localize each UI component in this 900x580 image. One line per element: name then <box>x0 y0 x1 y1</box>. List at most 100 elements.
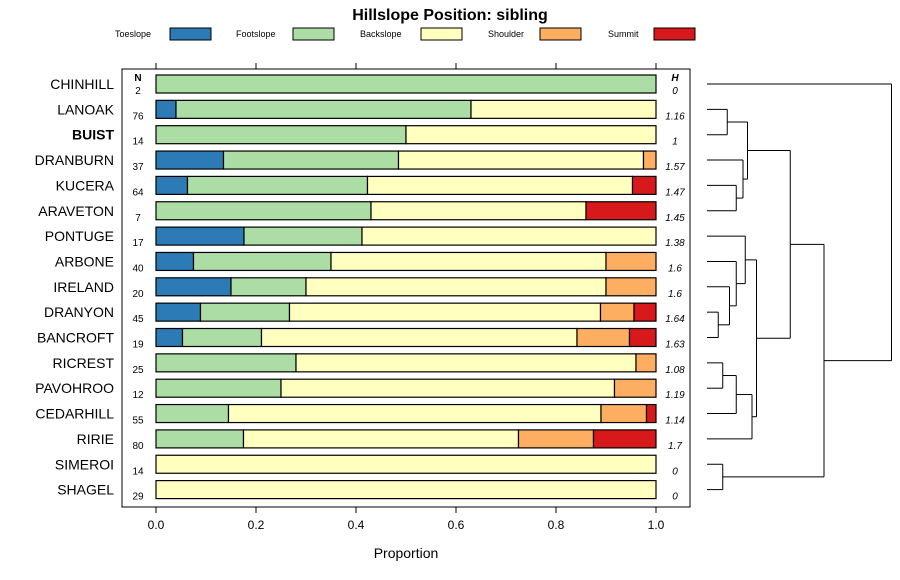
bar-segment-backslope <box>288 302 602 322</box>
bar-segment-toeslope <box>155 226 245 246</box>
bar-segment-shoulder <box>613 378 657 398</box>
bar-segment-summit <box>633 302 657 322</box>
row-buist: BUIST 14 1 <box>72 125 678 148</box>
x-tick-label: 0.2 <box>248 518 265 532</box>
row-label: KUCERA <box>56 177 115 193</box>
row-chinhill: CHINHILL 2 0 <box>50 74 678 97</box>
row-n-value: 14 <box>132 137 144 148</box>
bar-segment-summit <box>631 175 657 195</box>
row-n-value: 37 <box>132 162 144 173</box>
bar-segment-footslope <box>192 251 332 272</box>
bar-segment-backslope <box>260 327 578 348</box>
bar-segment-footslope <box>155 74 657 94</box>
bar-segment-shoulder <box>600 403 648 424</box>
bar-segment-shoulder <box>642 150 657 170</box>
row-h-value: 1.19 <box>665 390 685 401</box>
row-h-value: 0 <box>672 86 678 97</box>
x-tick-label: 0.4 <box>348 518 365 532</box>
row-label: LANOAK <box>57 101 114 117</box>
row-ricrest: RICREST 25 1.08 <box>53 353 685 376</box>
bar-segment-shoulder <box>517 429 595 449</box>
bar-segment-footslope <box>155 378 282 398</box>
row-label: DRANBURN <box>35 152 114 168</box>
legend-label-footslope: Footslope <box>236 29 276 39</box>
row-label: BUIST <box>72 127 114 143</box>
row-n-value: 14 <box>132 466 144 477</box>
bar-segment-footslope <box>181 327 263 348</box>
row-h-value: 1.08 <box>665 365 685 376</box>
bar-segment-backslope <box>470 99 657 119</box>
bar-segment-footslope <box>155 201 372 221</box>
x-tick-label: 0.6 <box>448 518 465 532</box>
row-n-value: 29 <box>132 492 144 503</box>
bar-segment-footslope <box>175 99 472 119</box>
legend-label-toeslope: Toeslope <box>115 29 151 39</box>
bar-segment-backslope <box>305 277 607 297</box>
bar-segment-toeslope <box>155 251 195 272</box>
legend-swatch-toeslope <box>169 27 212 41</box>
row-shagel: SHAGEL 29 0 <box>57 480 678 503</box>
row-n-value: 17 <box>132 238 144 249</box>
row-label: RICREST <box>53 355 115 371</box>
row-n-value: 80 <box>132 441 144 452</box>
bar-segment-backslope <box>397 150 645 170</box>
bar-segment-footslope <box>199 302 291 322</box>
bar-segment-toeslope <box>155 150 225 170</box>
row-simeroi: SIMEROI 14 0 <box>55 454 678 477</box>
row-h-value: 1.64 <box>665 314 685 325</box>
legend-swatch-footslope <box>292 27 335 41</box>
bar-segment-summit <box>628 327 657 348</box>
chart-title: Hillslope Position: sibling <box>352 7 548 24</box>
bar-segment-backslope <box>295 353 637 373</box>
legend-swatch-shoulder <box>539 27 582 41</box>
row-h-value: 1.38 <box>665 238 685 249</box>
row-araveton: ARAVETON 7 1.45 <box>38 201 685 224</box>
row-label: CEDARHILL <box>35 406 114 422</box>
legend-label-shoulder: Shoulder <box>488 29 524 39</box>
row-pavohroo: PAVOHROO 12 1.19 <box>35 378 685 401</box>
bar-segment-footslope <box>155 403 230 424</box>
bar-segment-footslope <box>243 226 363 246</box>
legend-swatch-backslope <box>420 27 463 41</box>
row-arbone: ARBONE 40 1.6 <box>55 251 682 274</box>
row-label: SHAGEL <box>57 482 114 498</box>
row-label: SIMEROI <box>55 456 114 472</box>
x-tick-label: 0.8 <box>548 518 565 532</box>
row-label: ARBONE <box>55 253 114 269</box>
row-h-value: 1.63 <box>665 340 685 351</box>
row-label: CHINHILL <box>50 76 114 92</box>
bar-segment-footslope <box>155 429 245 449</box>
row-h-value: 1.16 <box>665 111 685 122</box>
bar-segment-backslope <box>155 480 657 500</box>
bar-segment-summit <box>645 403 657 424</box>
h-column-header: H <box>671 73 679 84</box>
bar-segment-footslope <box>222 150 400 170</box>
bar-segment-shoulder <box>605 251 657 272</box>
row-h-value: 0 <box>672 466 678 477</box>
row-h-value: 1.57 <box>665 162 685 173</box>
bar-segment-backslope <box>155 454 657 474</box>
n-column-header: N <box>134 73 141 84</box>
bar-segment-toeslope <box>155 302 202 322</box>
x-tick-label: 0.0 <box>148 518 165 532</box>
legend-label-backslope: Backslope <box>360 29 402 39</box>
bar-segment-toeslope <box>155 175 189 195</box>
bar-segment-summit <box>592 429 657 449</box>
bar-segment-summit <box>585 201 657 221</box>
bar-segment-toeslope <box>155 327 184 348</box>
row-label: RIRIE <box>77 431 114 447</box>
row-bancroft: BANCROFT 19 1.63 <box>37 327 685 351</box>
row-n-value: 19 <box>132 340 144 351</box>
row-h-value: 1.47 <box>665 187 685 198</box>
bar-segment-shoulder <box>599 302 635 322</box>
row-h-value: 1.14 <box>665 416 685 427</box>
bar-segment-shoulder <box>576 327 631 348</box>
row-label: BANCROFT <box>37 330 114 346</box>
bar-segment-backslope <box>405 125 657 145</box>
bar-segment-shoulder <box>635 353 657 373</box>
bar-segment-backslope <box>227 403 602 424</box>
row-label: PAVOHROO <box>35 380 114 396</box>
row-h-value: 1.7 <box>668 441 682 452</box>
